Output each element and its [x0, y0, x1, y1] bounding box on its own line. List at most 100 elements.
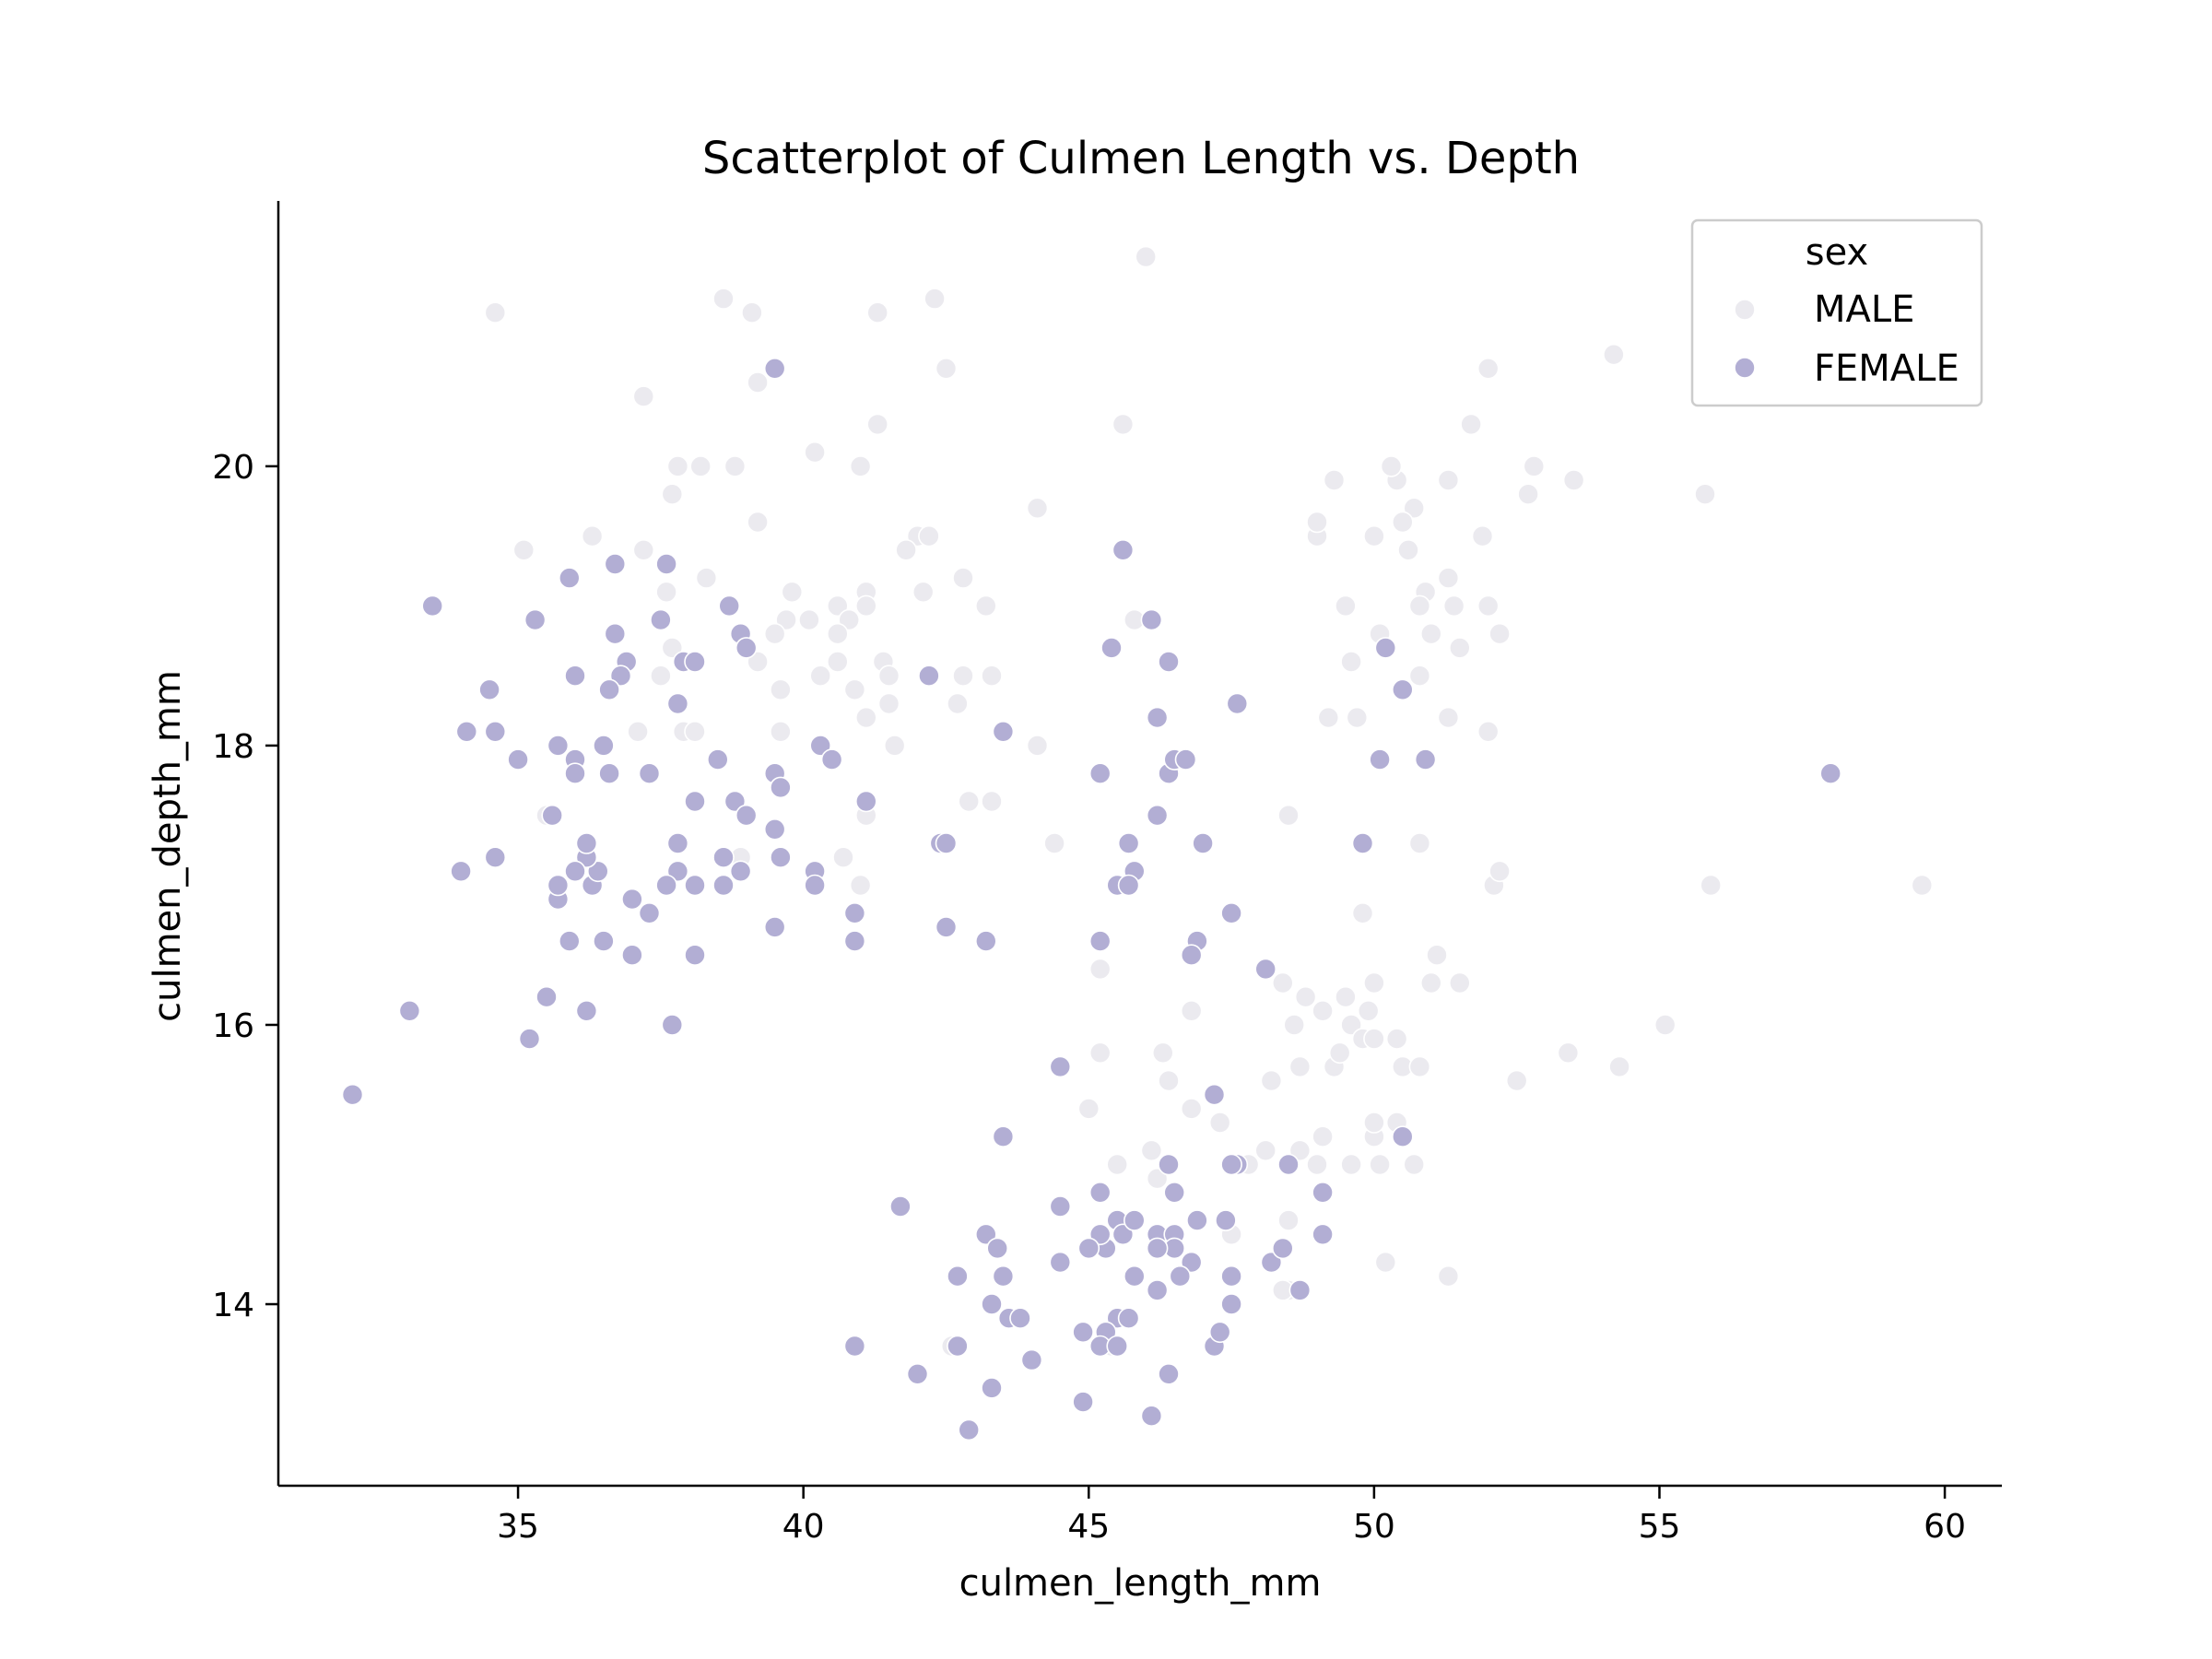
data-point-male — [1077, 1098, 1100, 1120]
data-point-male — [826, 651, 849, 673]
data-point-female — [1117, 874, 1140, 897]
data-point-male — [877, 665, 900, 688]
data-point-female — [638, 762, 661, 785]
data-point-female — [718, 594, 741, 618]
data-point-male — [1442, 594, 1465, 618]
data-point-female — [593, 930, 615, 952]
data-point-male — [838, 608, 861, 631]
data-point-male — [1088, 1041, 1112, 1065]
data-point-male — [975, 594, 997, 618]
data-point-female — [763, 357, 786, 380]
data-point-female — [1020, 1348, 1043, 1371]
legend-female-label: FEMALE — [1814, 347, 1959, 390]
data-point-male — [1911, 874, 1934, 897]
data-point-male — [877, 692, 900, 715]
data-point-female — [1112, 1223, 1135, 1246]
data-point-female — [666, 692, 689, 715]
data-point-male — [770, 720, 792, 743]
data-point-male — [804, 441, 826, 464]
data-point-male — [935, 357, 958, 380]
data-point-male — [958, 790, 980, 813]
data-point-female — [478, 678, 500, 701]
data-point-female — [809, 735, 832, 757]
data-point-male — [1277, 1209, 1300, 1231]
data-point-male — [854, 594, 877, 618]
data-point-female — [1392, 678, 1414, 701]
data-point-male — [1328, 1041, 1351, 1065]
data-point-female — [947, 1265, 969, 1288]
data-point-male — [724, 455, 747, 477]
data-point-male — [1437, 567, 1460, 589]
data-point-male — [689, 455, 712, 477]
data-point-female — [1072, 1391, 1094, 1413]
data-point-female — [541, 804, 564, 827]
data-point-female — [661, 1014, 684, 1036]
data-point-female — [1192, 832, 1214, 854]
data-point-female — [935, 832, 958, 854]
data-point-male — [1254, 1139, 1277, 1162]
data-point-female — [1146, 706, 1169, 729]
data-point-male — [1369, 1153, 1391, 1176]
data-point-male — [1392, 511, 1414, 534]
data-point-female — [1220, 1153, 1242, 1176]
data-point-female — [593, 735, 615, 757]
data-point-male — [1408, 1055, 1431, 1078]
data-point-female — [889, 1195, 912, 1218]
data-point-female — [1220, 901, 1242, 924]
data-point-male — [1152, 1041, 1174, 1065]
legend-title: sex — [1806, 231, 1868, 274]
data-point-female — [770, 846, 792, 869]
data-point-female — [1049, 1195, 1072, 1218]
data-point-male — [747, 511, 769, 534]
y-ticks: 14 16 18 20 — [212, 449, 278, 1324]
data-point-male — [1477, 594, 1500, 618]
data-point-male — [1260, 1069, 1283, 1092]
data-point-female — [1392, 1125, 1414, 1147]
legend-male-marker — [1734, 299, 1756, 321]
data-point-female — [1174, 748, 1197, 771]
data-point-male — [1477, 720, 1500, 743]
data-point-female — [1254, 958, 1277, 981]
data-point-female — [650, 608, 672, 631]
data-point-female — [547, 735, 570, 757]
data-point-male — [650, 665, 672, 688]
data-point-female — [421, 594, 444, 618]
data-point-male — [1517, 483, 1539, 506]
data-point-male — [952, 665, 974, 688]
data-point-female — [621, 944, 643, 966]
data-point-female — [598, 762, 620, 785]
data-point-male — [1505, 1069, 1528, 1092]
data-point-female — [843, 930, 866, 952]
data-point-male — [1471, 524, 1494, 547]
data-point-male — [1306, 1153, 1328, 1176]
data-point-male — [1351, 901, 1374, 924]
data-point-male — [798, 608, 820, 631]
data-point-male — [1460, 413, 1482, 436]
data-point-female — [684, 874, 706, 897]
data-point-male — [1272, 971, 1294, 994]
data-point-male — [849, 874, 872, 897]
data-point-male — [883, 735, 906, 757]
data-point-female — [1260, 1251, 1283, 1274]
data-point-male — [1340, 1153, 1362, 1176]
data-point-female — [1186, 1209, 1208, 1231]
data-point-female — [1117, 832, 1140, 854]
data-point-female — [1146, 1237, 1169, 1260]
data-point-female — [947, 1335, 969, 1358]
data-point-male — [1208, 1112, 1231, 1134]
data-point-female — [1180, 944, 1203, 966]
data-point-male — [1340, 1014, 1362, 1036]
chart-title: Scatterplot of Culmen Length vs. Depth — [702, 133, 1580, 184]
data-point-male — [866, 301, 889, 324]
data-point-male — [661, 483, 684, 506]
data-point-female — [598, 678, 620, 701]
data-point-male — [895, 538, 917, 561]
data-point-male — [1288, 1055, 1312, 1078]
data-point-male — [1088, 958, 1112, 981]
data-point-female — [586, 860, 609, 883]
data-point-female — [655, 553, 677, 575]
data-point-female — [1220, 1265, 1242, 1288]
data-point-female — [1215, 1209, 1237, 1231]
data-point-male — [655, 581, 677, 604]
